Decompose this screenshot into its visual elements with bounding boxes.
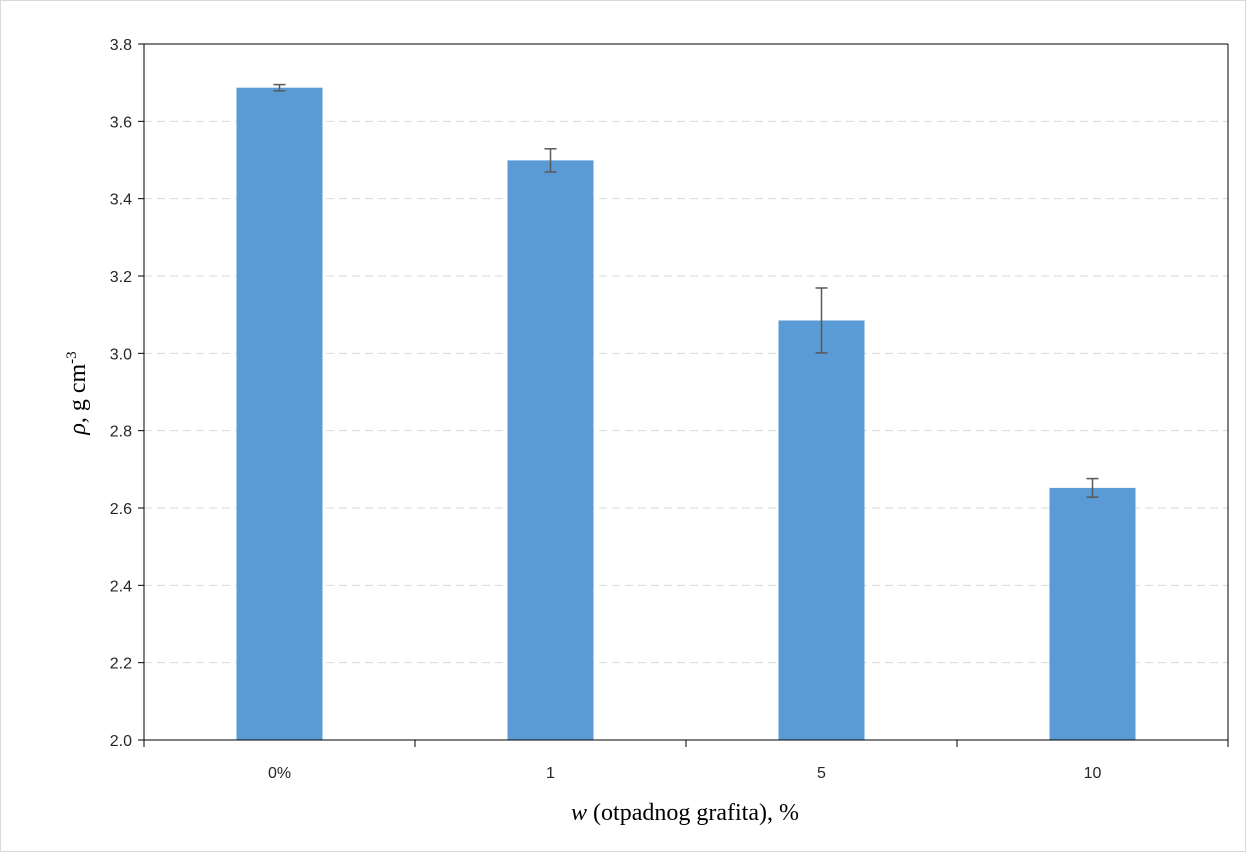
- bar: [236, 87, 323, 740]
- x-tick-label: 5: [817, 765, 826, 782]
- x-axis-title: w (otpadnog grafita), %: [571, 800, 799, 826]
- axes: [138, 43, 1229, 747]
- y-tick-label: 3.8: [110, 37, 132, 54]
- x-tick-labels: 0% 1 5 10: [268, 765, 1102, 782]
- y-tick-label: 3.6: [110, 114, 132, 131]
- bar: [778, 320, 865, 740]
- y-tick-label: 2.8: [110, 424, 132, 441]
- y-tick-label: 2.4: [110, 578, 132, 595]
- y-tick-label: 2.0: [110, 733, 132, 750]
- y-tick-labels: 2.0 2.2 2.4 2.6 2.8 3.0 3.2 3.4 3.6 3.8: [110, 37, 132, 750]
- y-tick-label: 3.0: [110, 346, 132, 363]
- bar: [1049, 487, 1136, 740]
- y-tick-label: 3.4: [110, 192, 132, 209]
- x-tick-label: 0%: [268, 765, 291, 782]
- x-tick-label: 1: [546, 765, 555, 782]
- bar: [507, 160, 594, 741]
- y-axis-title: ρ, g cm-3: [64, 351, 91, 435]
- y-tick-label: 2.6: [110, 501, 132, 518]
- y-tick-label: 2.2: [110, 656, 132, 673]
- x-tick-label: 10: [1084, 765, 1102, 782]
- bars: [236, 87, 1136, 741]
- error-bars: [273, 83, 1099, 498]
- y-tick-label: 3.2: [110, 269, 132, 286]
